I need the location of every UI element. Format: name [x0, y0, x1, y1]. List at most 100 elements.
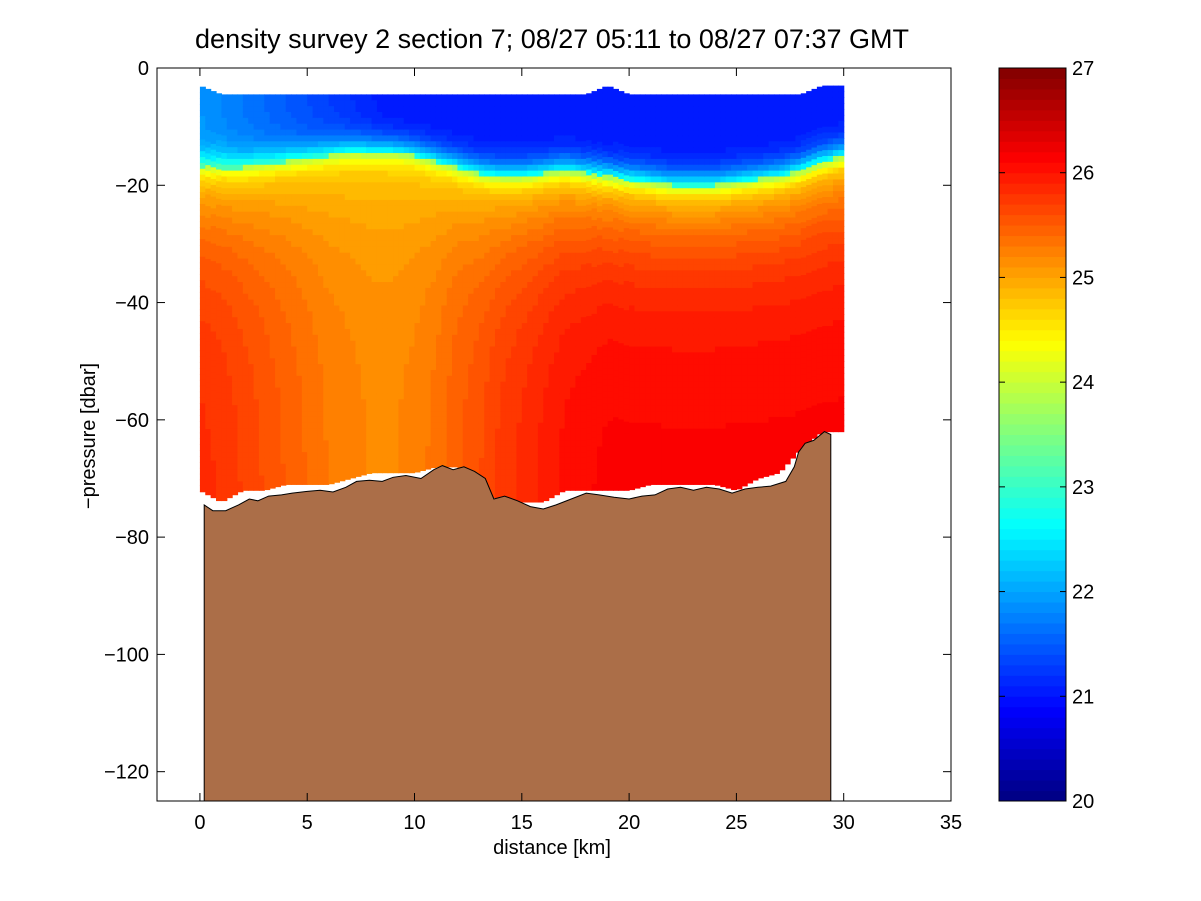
- density-cell: [350, 416, 357, 424]
- density-cell: [473, 323, 480, 330]
- density-cell: [527, 217, 534, 224]
- density-cell: [275, 246, 281, 254]
- density-cell: [478, 299, 485, 307]
- density-cell: [269, 188, 276, 195]
- density-cell: [462, 211, 469, 219]
- density-cell: [307, 328, 314, 336]
- density-cell: [403, 100, 410, 107]
- density-cell: [382, 205, 389, 213]
- density-cell: [355, 182, 362, 189]
- density-cell: [527, 182, 534, 189]
- density-cell: [328, 305, 335, 312]
- density-cell: [237, 270, 244, 277]
- density-cell: [505, 94, 512, 101]
- density-cell: [360, 229, 367, 236]
- density-cell: [586, 222, 593, 229]
- density-cell: [280, 223, 287, 230]
- density-cell: [232, 328, 239, 336]
- density-cell: [484, 393, 491, 400]
- density-cell: [264, 358, 271, 365]
- density-cell: [221, 264, 228, 271]
- density-cell: [216, 286, 222, 294]
- density-cell: [312, 323, 319, 330]
- density-cell: [291, 381, 298, 389]
- density-cell: [301, 117, 308, 125]
- density-cell: [543, 375, 550, 383]
- density-cell: [232, 346, 239, 353]
- density-cell: [521, 100, 528, 107]
- density-cell: [323, 364, 330, 371]
- density-cell: [317, 223, 324, 230]
- density-cell: [382, 246, 389, 254]
- density-cell: [516, 311, 523, 318]
- density-cell: [425, 370, 432, 377]
- density-cell: [591, 390, 598, 397]
- density-cell: [414, 358, 421, 365]
- density-cell: [242, 399, 249, 406]
- density-cell: [317, 434, 324, 441]
- density-cell: [554, 334, 560, 342]
- density-cell: [505, 223, 512, 230]
- density-cell: [376, 123, 383, 131]
- density-cell: [575, 305, 582, 312]
- density-cell: [398, 111, 405, 119]
- density-cell: [253, 164, 260, 172]
- density-cell: [473, 434, 480, 441]
- density-cell: [559, 188, 566, 195]
- density-cell: [548, 428, 555, 436]
- density-cell: [376, 276, 383, 283]
- density-cell: [419, 323, 426, 330]
- density-cell: [339, 457, 346, 465]
- density-cell: [199, 327, 206, 334]
- density-cell: [543, 205, 550, 213]
- density-cell: [307, 240, 314, 248]
- density-cell: [199, 157, 206, 164]
- density-cell: [564, 446, 571, 453]
- density-cell: [296, 282, 303, 289]
- density-cell: [468, 246, 475, 254]
- density-cell: [216, 333, 222, 341]
- density-cell: [494, 311, 501, 318]
- density-cell: [521, 463, 528, 471]
- density-cell: [516, 457, 523, 465]
- density-cell: [344, 282, 351, 289]
- density-cell: [505, 188, 512, 195]
- density-cell: [554, 293, 560, 301]
- density-cell: [199, 198, 206, 205]
- density-cell: [253, 141, 260, 148]
- density-cell: [591, 184, 598, 192]
- density-cell: [328, 299, 335, 307]
- density-cell: [596, 176, 603, 184]
- density-cell: [355, 246, 362, 254]
- density-cell: [484, 358, 491, 365]
- density-cell: [403, 147, 410, 154]
- density-cell: [521, 375, 528, 383]
- density-cell: [350, 176, 357, 183]
- density-cell: [344, 328, 351, 336]
- density-cell: [409, 235, 416, 242]
- density-cell: [414, 416, 421, 424]
- density-cell: [328, 252, 335, 260]
- density-cell: [543, 499, 550, 502]
- density-cell: [452, 123, 459, 131]
- density-cell: [596, 182, 603, 190]
- density-cell: [355, 405, 362, 412]
- density-cell: [344, 428, 351, 436]
- density-cell: [478, 387, 485, 395]
- density-cell: [366, 229, 373, 236]
- density-cell: [307, 293, 314, 301]
- density-cell: [205, 253, 212, 260]
- density-cell: [199, 192, 206, 199]
- density-cell: [532, 475, 539, 483]
- density-cell: [586, 140, 593, 147]
- density-cell: [253, 481, 260, 488]
- density-cell: [419, 194, 426, 201]
- density-cell: [521, 111, 528, 119]
- density-cell: [419, 358, 426, 365]
- density-cell: [473, 457, 480, 465]
- density-cell: [312, 440, 319, 447]
- density-cell: [537, 387, 544, 395]
- density-cell: [312, 229, 319, 236]
- density-cell: [393, 117, 400, 125]
- density-cell: [570, 276, 577, 283]
